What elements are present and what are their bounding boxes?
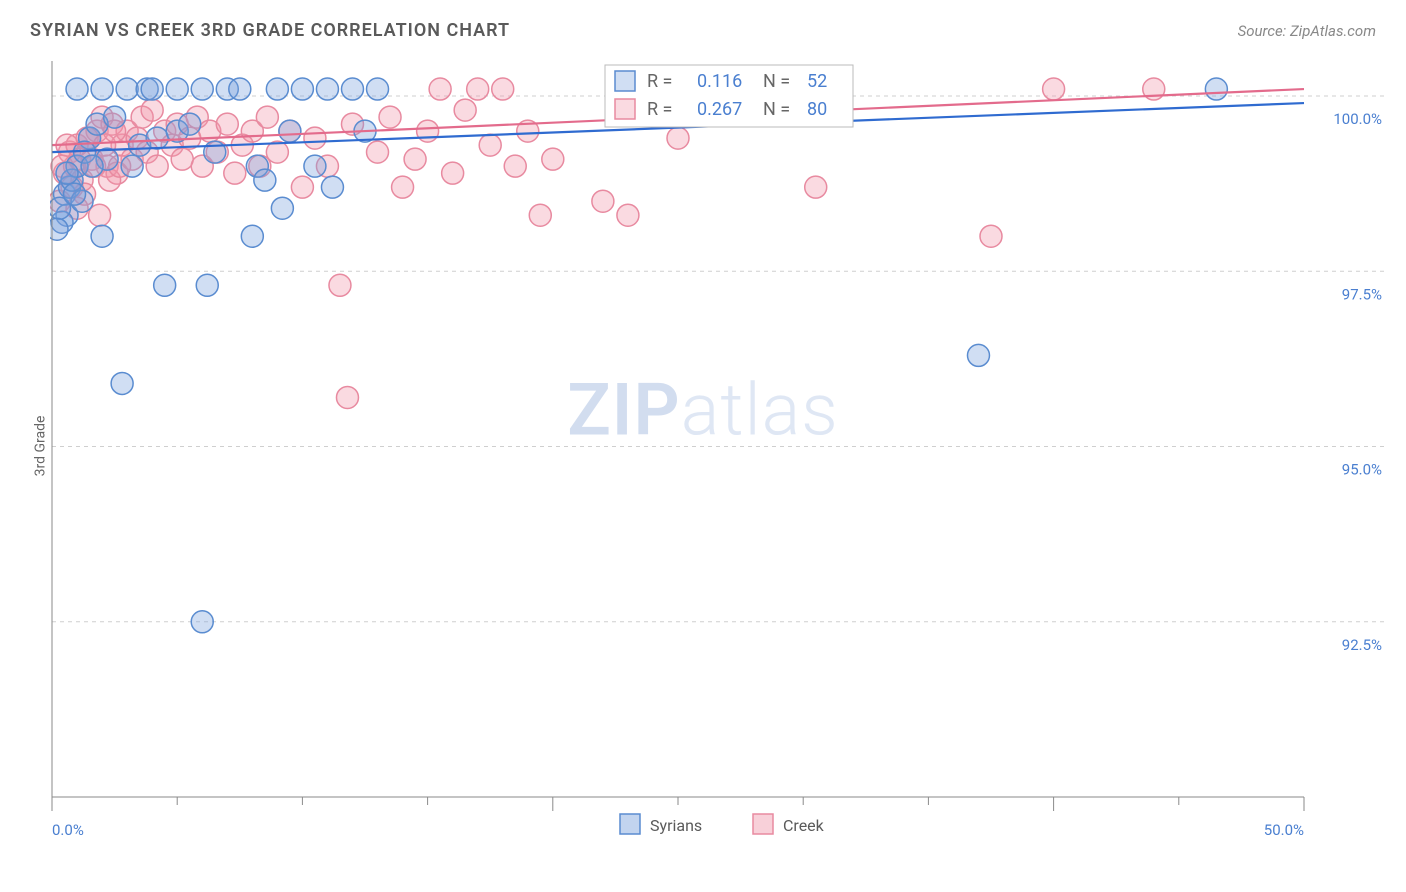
- data-point: [91, 225, 113, 247]
- data-point: [141, 99, 163, 121]
- data-point: [304, 127, 326, 149]
- data-point: [341, 78, 363, 100]
- data-point: [467, 78, 489, 100]
- data-point: [241, 225, 263, 247]
- data-point: [379, 106, 401, 128]
- x-tick-label: 0.0%: [52, 821, 84, 839]
- data-point: [146, 155, 168, 177]
- y-tick-label: 100.0%: [1333, 110, 1382, 128]
- data-point: [56, 162, 78, 184]
- stat-n-value: 52: [807, 71, 827, 92]
- data-point: [504, 155, 526, 177]
- data-point: [279, 120, 301, 142]
- data-point: [291, 78, 313, 100]
- legend-swatch: [620, 814, 640, 834]
- stat-n-value: 80: [807, 99, 827, 120]
- data-point: [479, 134, 501, 156]
- data-point: [256, 106, 278, 128]
- data-point: [179, 113, 201, 135]
- data-point: [64, 183, 86, 205]
- data-point: [667, 127, 689, 149]
- data-point: [617, 204, 639, 226]
- data-point: [454, 99, 476, 121]
- data-point: [367, 78, 389, 100]
- data-point: [967, 344, 989, 366]
- data-point: [404, 148, 426, 170]
- data-point: [196, 274, 218, 296]
- data-point: [592, 190, 614, 212]
- legend-swatch: [753, 814, 773, 834]
- data-point: [542, 148, 564, 170]
- scatter-chart: 0.0% 50.0% 92.5% 95.0% 97.5% 100.0% R = 0.116 N …: [50, 55, 1386, 852]
- stat-label: R =: [647, 71, 672, 92]
- data-point: [336, 386, 358, 408]
- data-point: [266, 78, 288, 100]
- y-axis-label: 3rd Grade: [32, 416, 48, 477]
- data-point: [121, 155, 143, 177]
- data-point: [91, 78, 113, 100]
- legend-swatch: [615, 99, 635, 119]
- data-point: [191, 78, 213, 100]
- data-point: [529, 204, 551, 226]
- data-point: [254, 169, 276, 191]
- y-tick-label: 95.0%: [1342, 461, 1382, 479]
- legend-swatch: [615, 71, 635, 91]
- data-point: [229, 78, 251, 100]
- data-point: [805, 176, 827, 198]
- data-point: [116, 78, 138, 100]
- data-point: [492, 78, 514, 100]
- data-point: [316, 78, 338, 100]
- chart-area: 0.0% 50.0% 92.5% 95.0% 97.5% 100.0% R = 0.116 N …: [50, 55, 1386, 852]
- data-point: [141, 78, 163, 100]
- data-point: [66, 78, 88, 100]
- y-tick-label: 97.5%: [1342, 285, 1382, 303]
- chart-title: SYRIAN VS CREEK 3RD GRADE CORRELATION CH…: [30, 20, 510, 41]
- data-point: [81, 155, 103, 177]
- data-point: [321, 176, 343, 198]
- data-point: [1205, 78, 1227, 100]
- data-point: [146, 127, 168, 149]
- data-point: [224, 162, 246, 184]
- data-point: [291, 176, 313, 198]
- legend-label: Creek: [783, 816, 825, 835]
- data-point: [111, 372, 133, 394]
- data-point: [154, 274, 176, 296]
- stat-label: R =: [647, 99, 672, 120]
- source-attribution: Source: ZipAtlas.com: [1238, 22, 1376, 40]
- data-point: [442, 162, 464, 184]
- data-point: [1043, 78, 1065, 100]
- stat-r-value: 0.116: [697, 71, 742, 92]
- data-point: [429, 78, 451, 100]
- data-point: [216, 113, 238, 135]
- legend-label: Syrians: [650, 816, 702, 835]
- data-point: [104, 106, 126, 128]
- stat-label: N =: [763, 71, 790, 92]
- stat-label: N =: [763, 99, 790, 120]
- data-point: [271, 197, 293, 219]
- data-point: [367, 141, 389, 163]
- stat-r-value: 0.267: [697, 99, 742, 120]
- x-tick-label: 50.0%: [1264, 821, 1304, 839]
- data-point: [50, 218, 68, 240]
- data-point: [980, 225, 1002, 247]
- data-point: [329, 274, 351, 296]
- data-point: [166, 78, 188, 100]
- data-point: [171, 148, 193, 170]
- data-point: [304, 155, 326, 177]
- data-point: [191, 611, 213, 633]
- data-point: [392, 176, 414, 198]
- y-tick-label: 92.5%: [1342, 636, 1382, 654]
